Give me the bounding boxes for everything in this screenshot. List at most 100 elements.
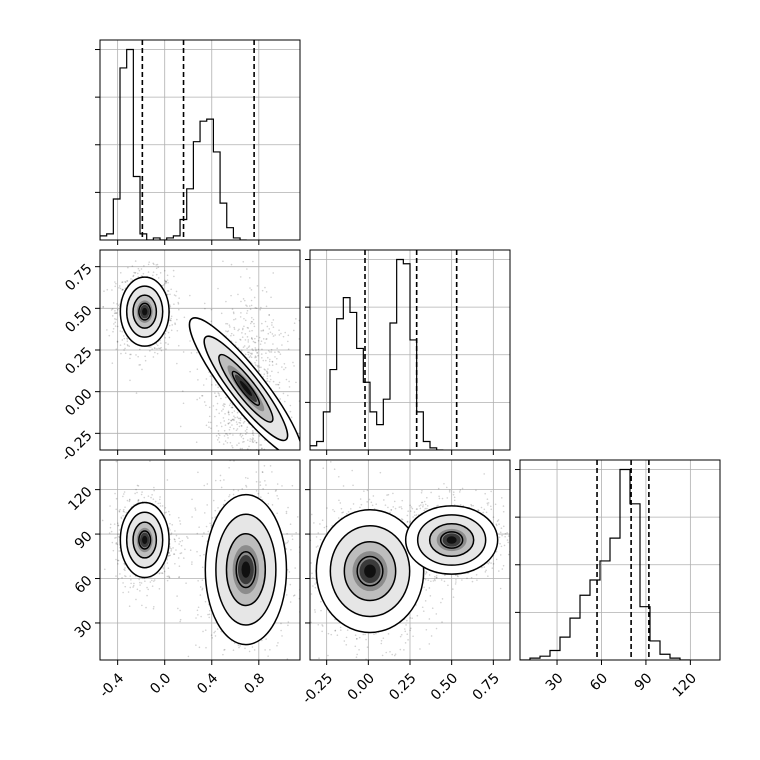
sample-point xyxy=(173,553,175,555)
sample-point xyxy=(339,629,342,631)
sample-point xyxy=(174,294,177,297)
sample-point xyxy=(106,329,108,331)
sample-point xyxy=(254,341,257,344)
sample-point xyxy=(173,538,176,540)
sample-point xyxy=(346,629,349,631)
sample-point xyxy=(148,261,151,263)
sample-point xyxy=(317,545,319,547)
sample-point xyxy=(272,380,275,383)
sample-point xyxy=(117,559,120,562)
sample-point xyxy=(256,285,259,287)
sample-point xyxy=(250,337,253,339)
sample-point xyxy=(274,351,276,354)
sample-point xyxy=(179,425,182,428)
sample-point xyxy=(153,263,155,266)
sample-point xyxy=(266,371,268,373)
contour-line xyxy=(119,276,170,347)
sample-point xyxy=(432,580,435,582)
sample-point xyxy=(114,492,116,495)
sample-point xyxy=(231,406,234,409)
sample-point xyxy=(115,460,118,463)
sample-point xyxy=(283,368,285,371)
sample-point xyxy=(266,375,269,377)
sample-point xyxy=(491,567,494,569)
sample-point xyxy=(269,331,272,334)
sample-point xyxy=(121,289,123,291)
sample-point xyxy=(490,562,492,564)
sample-point xyxy=(294,567,296,569)
sample-point xyxy=(170,315,173,318)
sample-point xyxy=(239,675,241,677)
sample-point xyxy=(159,347,161,350)
sample-point xyxy=(483,508,486,511)
sample-point xyxy=(382,637,385,640)
sample-point xyxy=(233,415,235,418)
sample-point xyxy=(315,536,318,538)
sample-point xyxy=(277,461,279,463)
sample-point xyxy=(231,308,234,310)
sample-point xyxy=(236,428,239,430)
sample-point xyxy=(366,501,368,503)
sample-point xyxy=(232,452,234,454)
sample-point xyxy=(215,395,217,398)
sample-point xyxy=(239,339,242,341)
sample-point xyxy=(239,276,242,278)
sample-point xyxy=(166,479,169,481)
sample-point xyxy=(203,302,206,305)
sample-point xyxy=(179,620,181,623)
sample-point xyxy=(345,636,348,639)
sample-point xyxy=(314,583,316,585)
sample-point xyxy=(358,648,360,651)
sample-point xyxy=(240,300,242,303)
sample-point xyxy=(266,380,269,382)
sample-point xyxy=(175,534,178,537)
sample-point xyxy=(113,312,116,315)
sample-point xyxy=(400,633,403,636)
sample-point xyxy=(419,507,422,510)
sample-point xyxy=(306,547,308,549)
sample-point xyxy=(234,318,237,320)
sample-point xyxy=(128,345,131,348)
sample-point xyxy=(472,504,474,507)
sample-point xyxy=(264,359,267,362)
sample-point xyxy=(277,383,279,386)
sample-point xyxy=(158,498,161,501)
sample-point xyxy=(156,352,159,355)
sample-point xyxy=(141,604,143,607)
sample-point xyxy=(141,368,143,371)
sample-point xyxy=(260,353,263,355)
sample-point xyxy=(393,500,396,503)
sample-point xyxy=(482,511,484,514)
sample-point xyxy=(271,471,273,473)
sample-point xyxy=(250,289,253,291)
sample-point xyxy=(327,654,329,657)
sample-point xyxy=(119,508,121,511)
sample-point xyxy=(124,352,127,355)
sample-point xyxy=(431,607,434,609)
contour-line xyxy=(203,335,289,442)
sample-point xyxy=(296,601,298,603)
sample-point xyxy=(233,318,235,321)
sample-point xyxy=(271,370,273,373)
sample-point xyxy=(257,354,259,357)
sample-point xyxy=(424,600,427,602)
sample-point xyxy=(243,462,245,464)
sample-point xyxy=(329,461,332,463)
sample-point xyxy=(272,326,275,328)
sample-point xyxy=(165,282,167,284)
sample-point xyxy=(451,588,454,590)
sample-point xyxy=(123,575,126,577)
sample-point xyxy=(207,613,209,616)
sample-point xyxy=(126,337,128,340)
sample-point xyxy=(123,568,125,571)
sample-point xyxy=(162,566,164,569)
sample-point xyxy=(206,483,209,485)
sample-point xyxy=(116,325,119,328)
sample-point xyxy=(174,540,177,543)
sample-point xyxy=(204,600,207,603)
sample-point xyxy=(114,310,116,312)
sample-point xyxy=(129,379,131,382)
sample-point xyxy=(214,392,216,394)
sample-point xyxy=(237,454,239,456)
sample-point xyxy=(111,289,113,291)
